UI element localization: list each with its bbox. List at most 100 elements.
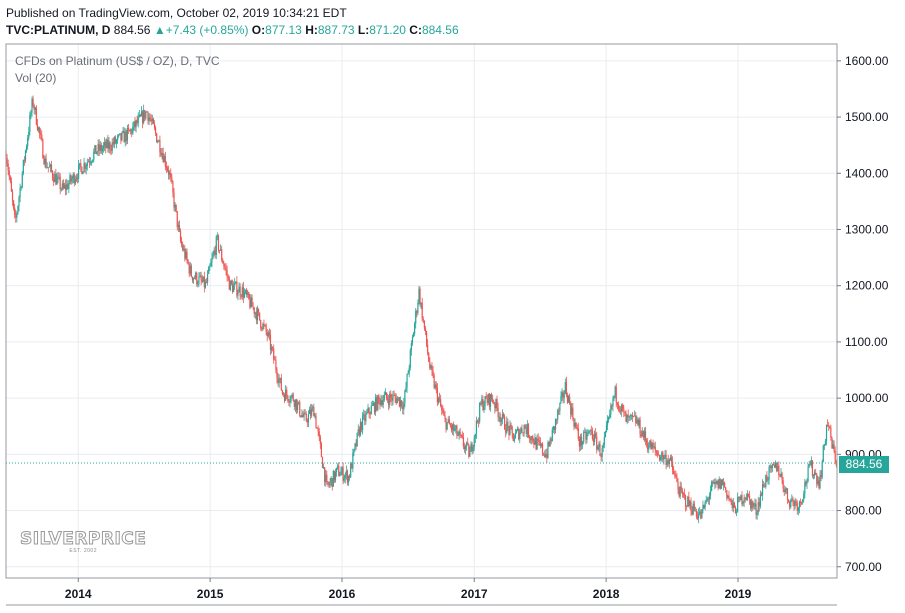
candle-body [391,397,393,401]
candle-body [655,450,657,453]
candle-body [410,343,412,351]
candle-body [487,394,489,403]
candle-body [10,181,13,192]
candle-body [744,497,746,499]
candle-body [787,499,790,503]
open-label: O: [251,23,266,37]
candle-body [383,395,385,400]
candle-body [321,457,324,468]
candle-body [275,360,277,371]
candle-body [120,133,122,141]
candle-body [73,174,75,184]
candle-body [738,496,740,499]
candle-body [623,409,625,412]
candle-body [114,137,117,144]
candle-body [617,404,620,409]
time-axis[interactable]: 2014 2015 2016 2017 2018 2019 [65,578,752,601]
candle-body [639,419,641,435]
candle-body [110,149,112,151]
candle-body [153,123,156,128]
candle-body [408,367,410,373]
candles [5,95,837,524]
candle-body [128,129,131,132]
candle-body [692,503,694,515]
candle-body [101,148,104,152]
candle-body [113,137,115,145]
candle-body [344,474,346,479]
candle-body [448,419,450,425]
candle-body [709,490,712,496]
candle-body [378,395,380,399]
last-price-tag: 884.56 [839,456,889,473]
candle-body [544,454,546,458]
low-value: 871.20 [369,23,406,37]
candle-body [251,297,253,307]
candle-body [91,161,93,163]
candle-body [346,470,349,483]
candle-body [675,475,677,477]
candle-body [395,397,397,404]
candle-body [286,389,288,396]
low-label: L: [357,23,370,37]
candle-body [603,437,605,445]
candle-body [502,414,505,417]
candle-body [565,382,567,396]
candle-body [484,396,486,406]
price-axis[interactable]: 700.00800.00900.001000.001100.001200.001… [837,54,889,574]
candle-body [304,413,306,414]
candle-body [143,110,145,123]
candle-body [443,412,445,416]
candle-body [358,429,360,436]
candle-body [159,140,161,153]
candle-body [339,475,341,477]
candle-body [389,394,391,406]
candle-body [95,145,97,154]
candle-body [517,428,519,431]
candle-body [156,133,158,143]
candle-body [640,434,642,437]
candle-body [152,118,155,124]
candle-body [150,119,152,122]
candle-body [427,344,429,354]
candle-body [707,498,709,500]
candle-body [599,443,601,456]
candle-body [173,192,175,208]
candle-body [115,140,118,144]
candle-body [449,424,452,426]
candle-body [728,495,730,500]
candle-body [630,414,633,416]
candle-body [231,283,234,293]
candle-body [792,498,794,501]
candle-body [352,452,354,469]
candle-body [784,489,786,492]
candle-body [238,286,240,293]
candle-body [824,441,827,445]
high-label: H: [305,23,318,37]
candle-body [597,446,599,450]
candle-body [751,501,753,509]
candle-body [777,465,779,471]
candle-body [499,416,501,422]
candle-body [649,440,651,447]
candle-body [170,172,172,178]
candle-body [768,467,770,480]
candle-body [657,454,660,456]
candle-body [556,419,558,421]
candle-body [65,185,67,190]
candle-body [418,288,420,303]
candle-body [244,290,247,293]
candle-body [578,438,580,447]
candle-body [549,439,551,446]
candle-body [109,142,111,150]
candle-body [798,501,801,508]
candle-body [341,467,343,472]
candle-body [398,397,401,407]
candle-body [345,470,347,475]
candle-body [130,129,132,132]
candle-body [43,158,45,164]
candle-body [215,236,217,255]
candle-body [180,240,183,245]
candle-body [257,309,260,313]
candle-body [18,197,20,207]
